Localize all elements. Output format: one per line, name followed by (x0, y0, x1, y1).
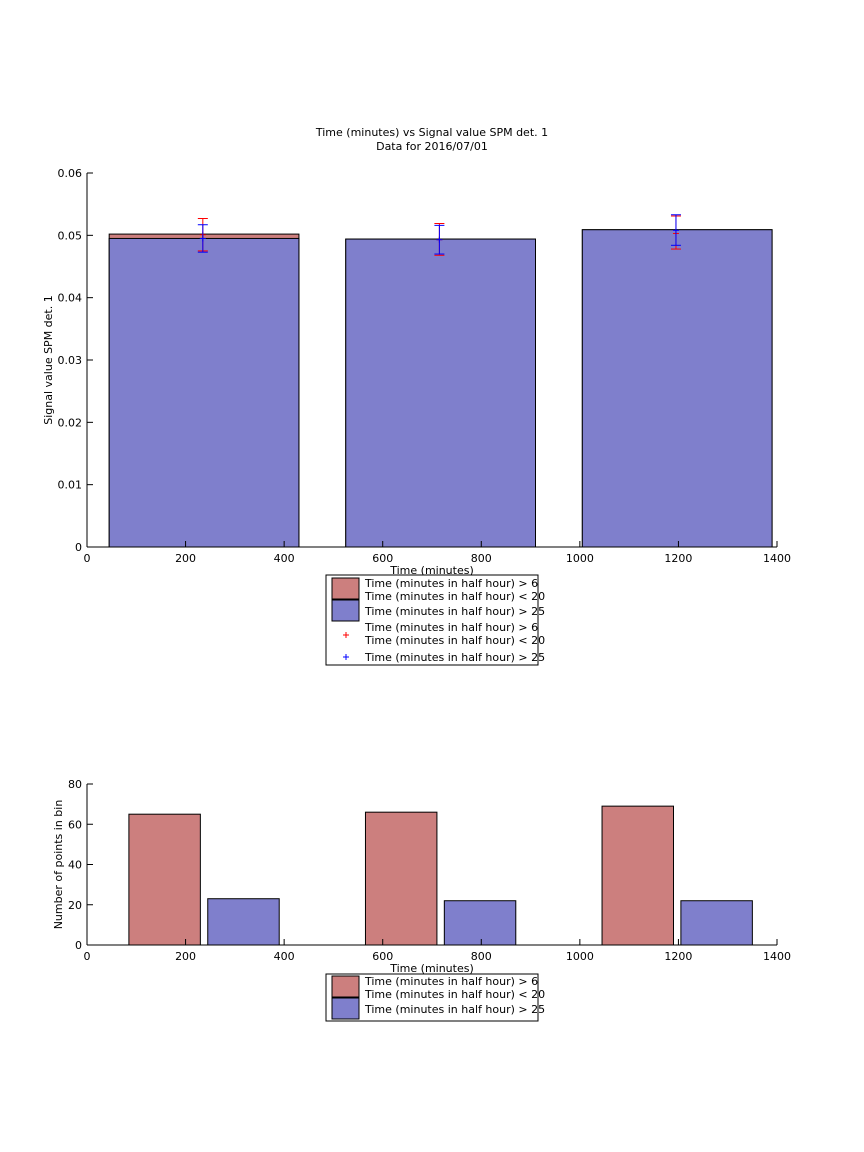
signal-value-chart: 0 200 400 600 800 1000 1200 1400 0 0.01 0.02 0.03 0.… (42, 167, 791, 666)
legend-swatch (331, 599, 360, 622)
y-tick-label: 20 (68, 899, 82, 912)
legend-entry-2: Time (minutes in half hour) > 25 (331, 997, 545, 1020)
y-tick-label: 0 (75, 541, 82, 554)
x-tick-label: 1000 (566, 552, 594, 565)
y-tick-label: 80 (68, 778, 82, 791)
bar-series2-bin1 (207, 898, 280, 946)
bar-series2-bin3 (581, 229, 773, 548)
y-tick-label: 0.01 (58, 479, 83, 492)
x-tick-label: 400 (274, 950, 295, 963)
x-axis-label: Time (minutes) (389, 564, 474, 577)
y-tick-label: 40 (68, 859, 82, 872)
legend-label: Time (minutes in half hour) > 6 (364, 621, 538, 634)
y-tick-label: 0.03 (58, 354, 83, 367)
title-line-2: Data for 2016/07/01 (376, 140, 488, 153)
x-axis-label: Time (minutes) (389, 962, 474, 975)
bar-series2-bin2 (345, 238, 536, 548)
x-tick-label: 1400 (763, 950, 791, 963)
x-tick-label: 200 (175, 552, 196, 565)
legend-label: Time (minutes in half hour) > 6 (364, 577, 538, 590)
bar-series2-bin1 (108, 237, 300, 548)
figure-title: Time (minutes) vs Signal value SPM det. … (315, 126, 548, 153)
points-per-bin-chart: 0 200 400 600 800 1000 1200 1400 0 20 40 60 80 Time (… (52, 778, 791, 1022)
legend-swatch (331, 577, 360, 600)
legend-box (325, 574, 539, 666)
x-tick-label: 1000 (566, 950, 594, 963)
x-tick-label: 800 (471, 552, 492, 565)
x-tick-label: 0 (84, 950, 91, 963)
x-tick-label: 600 (372, 552, 393, 565)
legend-label: Time (minutes in half hour) < 20 (364, 988, 545, 1001)
y-tick-label: 60 (68, 818, 82, 831)
legend-entry-4: Time (minutes in half hour) > 25 (343, 651, 545, 664)
x-tick-label: 400 (274, 552, 295, 565)
x-tick-label: 0 (84, 552, 91, 565)
bar-series1-bin3 (601, 805, 674, 946)
bar-series1-bin2 (364, 811, 438, 946)
legend-label: Time (minutes in half hour) < 20 (364, 590, 545, 603)
y-tick-label: 0.05 (58, 229, 83, 242)
y-tick-label: 0.06 (58, 167, 83, 180)
title-line-1: Time (minutes) vs Signal value SPM det. … (315, 126, 548, 139)
x-tick-label: 1400 (763, 552, 791, 565)
x-tick-label: 600 (372, 950, 393, 963)
legend-swatch (331, 975, 360, 998)
legend-label: Time (minutes in half hour) > 25 (364, 605, 545, 618)
y-tick-label: 0.02 (58, 416, 83, 429)
x-tick-label: 1200 (664, 950, 692, 963)
legend-label: Time (minutes in half hour) < 20 (364, 634, 545, 647)
legend-entry-2: Time (minutes in half hour) > 25 (331, 599, 545, 622)
bar-series2-bin2 (443, 900, 517, 946)
y-tick-label: 0 (75, 939, 82, 952)
legend-box (325, 973, 539, 1022)
legend-label: Time (minutes in half hour) > 25 (364, 1003, 545, 1016)
x-tick-label: 1200 (664, 552, 692, 565)
legend-swatch (331, 997, 360, 1020)
legend-label: Time (minutes in half hour) > 6 (364, 975, 538, 988)
y-axis-label: Signal value SPM det. 1 (42, 295, 55, 425)
x-tick-label: 200 (175, 950, 196, 963)
legend-label: Time (minutes in half hour) > 25 (364, 651, 545, 664)
y-axis-label: Number of points in bin (52, 800, 65, 930)
bar-series1-bin1 (128, 813, 201, 946)
bar-series2-bin3 (680, 900, 753, 946)
y-tick-label: 0.04 (58, 292, 83, 305)
x-tick-label: 800 (471, 950, 492, 963)
